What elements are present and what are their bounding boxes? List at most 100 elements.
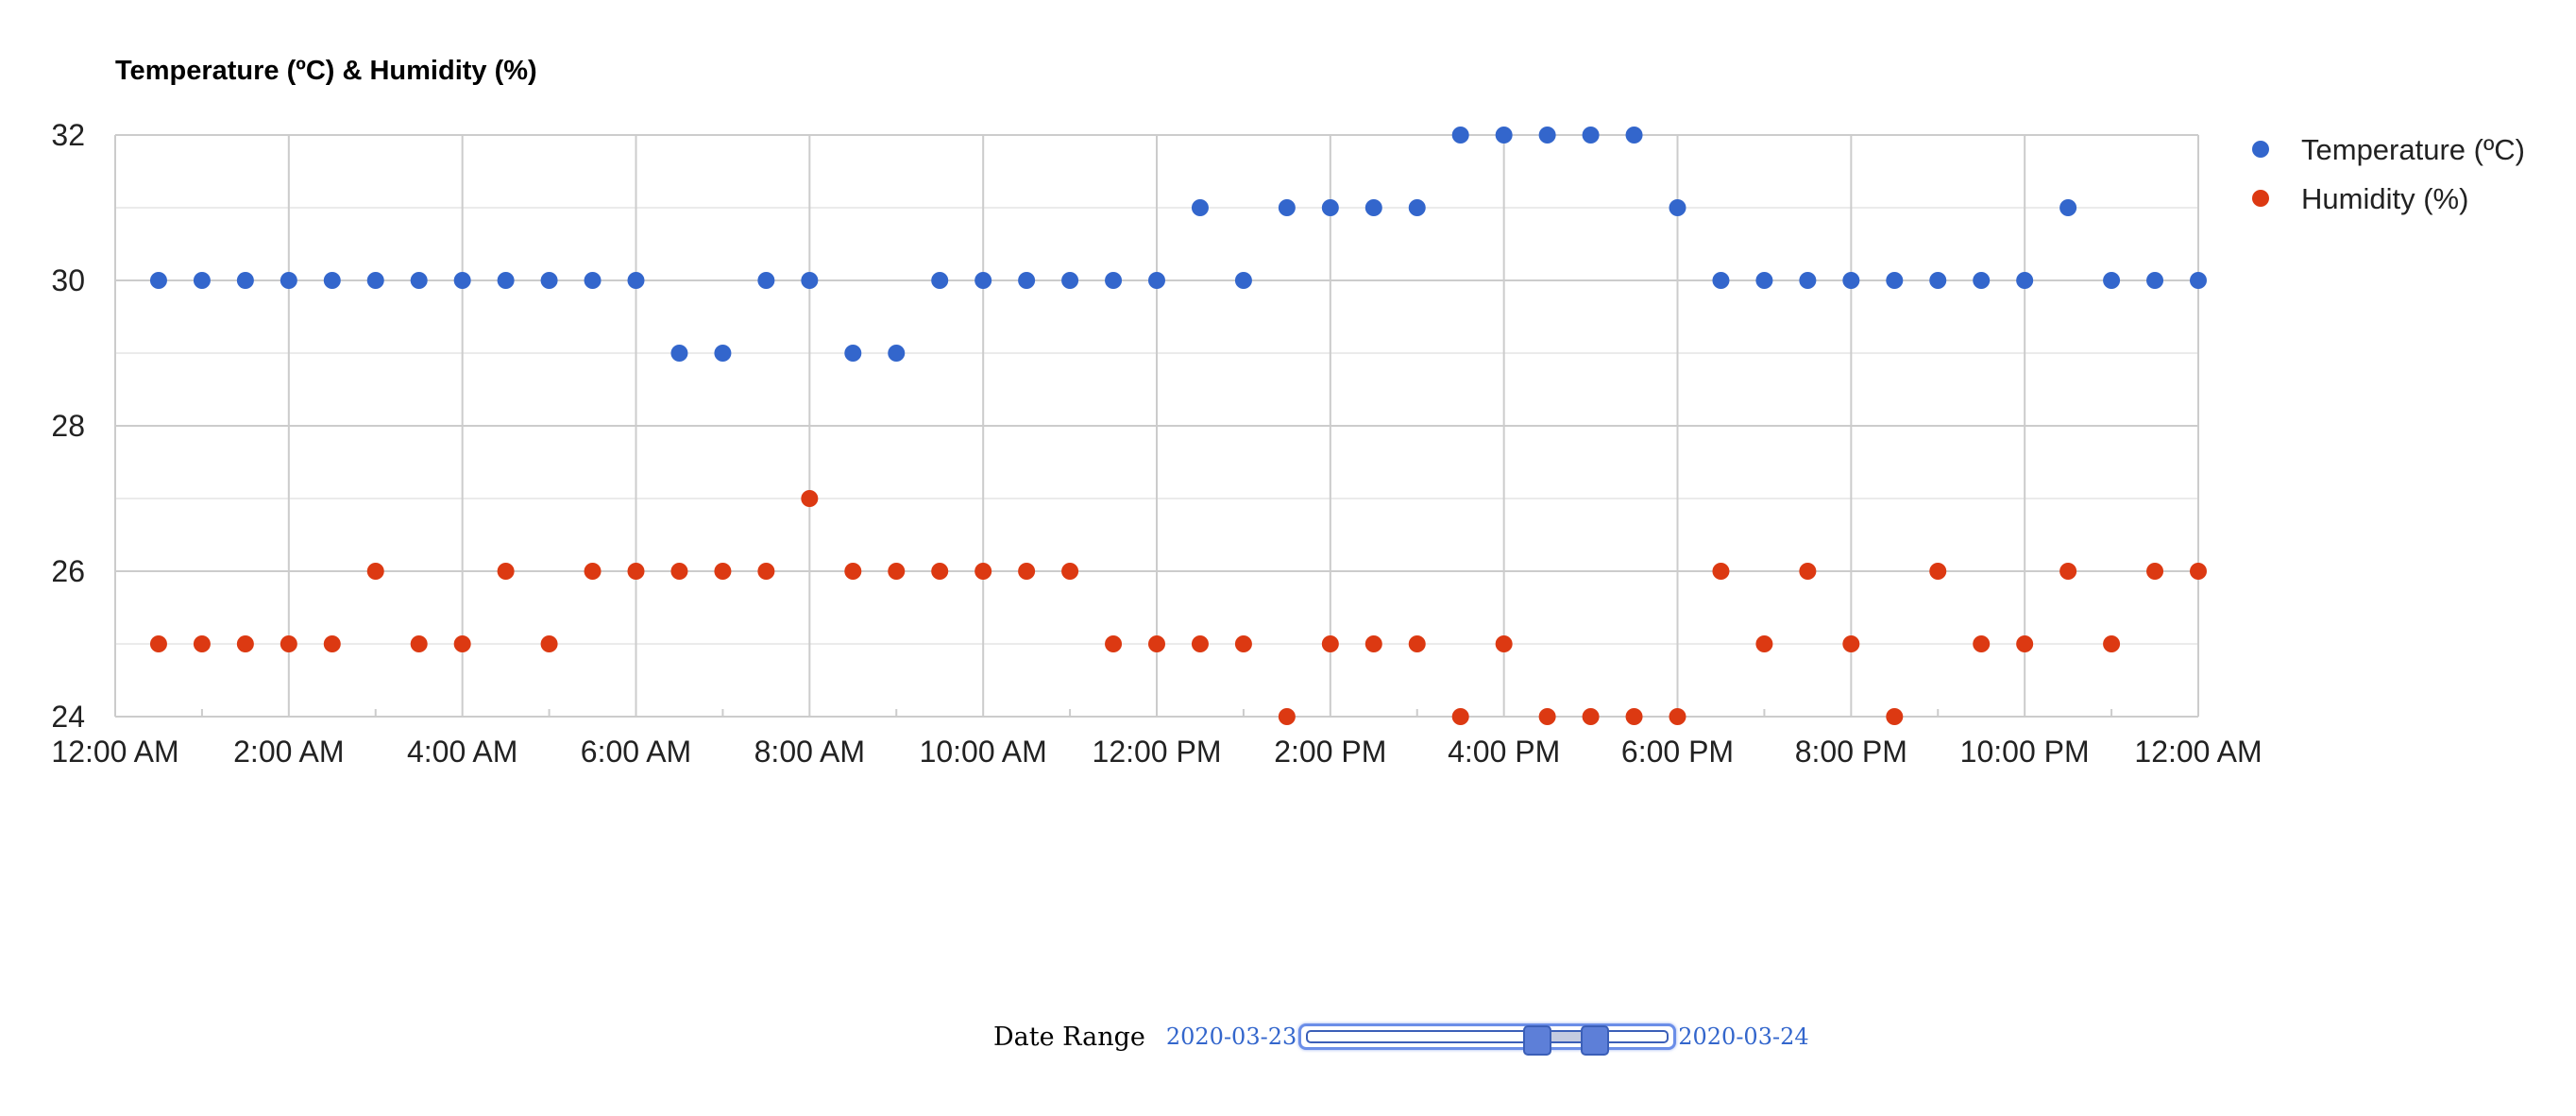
data-point[interactable] xyxy=(1234,635,1252,652)
data-point[interactable] xyxy=(627,563,645,580)
data-point[interactable] xyxy=(627,272,645,289)
date-range-slider[interactable] xyxy=(1298,1023,1677,1056)
data-point[interactable] xyxy=(540,272,558,289)
data-point[interactable] xyxy=(1973,272,1991,289)
data-point[interactable] xyxy=(1495,127,1513,144)
data-point[interactable] xyxy=(757,272,775,289)
data-point[interactable] xyxy=(931,563,949,580)
data-point[interactable] xyxy=(1625,127,1643,144)
data-point[interactable] xyxy=(1669,708,1686,725)
data-point[interactable] xyxy=(193,272,211,289)
data-point[interactable] xyxy=(1364,635,1382,652)
slider-selected-range xyxy=(1537,1032,1596,1041)
data-point[interactable] xyxy=(1105,272,1123,289)
data-point[interactable] xyxy=(1582,127,1600,144)
data-point[interactable] xyxy=(1018,563,1036,580)
data-point[interactable] xyxy=(497,563,515,580)
data-point[interactable] xyxy=(1973,635,1991,652)
data-point[interactable] xyxy=(757,563,775,580)
data-point[interactable] xyxy=(888,563,906,580)
data-point[interactable] xyxy=(1842,635,1860,652)
data-point[interactable] xyxy=(2016,635,2034,652)
data-point[interactable] xyxy=(1755,635,1773,652)
data-point[interactable] xyxy=(1191,199,1209,216)
data-point[interactable] xyxy=(1886,272,1904,289)
data-point[interactable] xyxy=(410,272,428,289)
data-point[interactable] xyxy=(584,272,602,289)
data-point[interactable] xyxy=(714,563,732,580)
data-point[interactable] xyxy=(1625,708,1643,725)
data-point[interactable] xyxy=(1929,563,1947,580)
data-point[interactable] xyxy=(974,563,992,580)
data-point[interactable] xyxy=(584,563,602,580)
data-point[interactable] xyxy=(1451,127,1469,144)
data-point[interactable] xyxy=(323,635,341,652)
data-point[interactable] xyxy=(1148,635,1165,652)
data-point[interactable] xyxy=(2190,563,2207,580)
data-point[interactable] xyxy=(323,272,341,289)
data-point[interactable] xyxy=(193,635,211,652)
data-point[interactable] xyxy=(801,490,819,507)
data-point[interactable] xyxy=(2059,199,2077,216)
slider-thumb-start[interactable] xyxy=(1523,1025,1552,1056)
data-point[interactable] xyxy=(1364,199,1382,216)
data-point[interactable] xyxy=(1061,272,1079,289)
data-point[interactable] xyxy=(1148,272,1165,289)
data-point[interactable] xyxy=(1712,272,1730,289)
data-point[interactable] xyxy=(236,635,254,652)
data-point[interactable] xyxy=(1712,563,1730,580)
data-point[interactable] xyxy=(1018,272,1036,289)
data-point[interactable] xyxy=(1669,199,1686,216)
data-point[interactable] xyxy=(453,272,471,289)
data-point[interactable] xyxy=(2103,272,2121,289)
data-point[interactable] xyxy=(2146,563,2164,580)
data-point[interactable] xyxy=(2059,563,2077,580)
data-point[interactable] xyxy=(1538,127,1556,144)
data-point[interactable] xyxy=(1408,635,1426,652)
data-point[interactable] xyxy=(888,345,906,362)
data-point[interactable] xyxy=(1538,708,1556,725)
data-point[interactable] xyxy=(1408,199,1426,216)
data-point[interactable] xyxy=(453,635,471,652)
data-point[interactable] xyxy=(670,563,688,580)
data-point[interactable] xyxy=(844,563,862,580)
data-point[interactable] xyxy=(1582,708,1600,725)
data-point[interactable] xyxy=(1755,272,1773,289)
data-point[interactable] xyxy=(1799,563,1817,580)
data-point[interactable] xyxy=(801,272,819,289)
data-point[interactable] xyxy=(149,635,167,652)
data-point[interactable] xyxy=(1451,708,1469,725)
data-point[interactable] xyxy=(2190,272,2207,289)
data-point[interactable] xyxy=(1061,563,1079,580)
data-point[interactable] xyxy=(974,272,992,289)
data-point[interactable] xyxy=(2016,272,2034,289)
data-point[interactable] xyxy=(149,272,167,289)
data-point[interactable] xyxy=(1105,635,1123,652)
data-point[interactable] xyxy=(714,345,732,362)
data-point[interactable] xyxy=(1321,635,1339,652)
data-point[interactable] xyxy=(670,345,688,362)
data-point[interactable] xyxy=(1842,272,1860,289)
slider-thumb-end[interactable] xyxy=(1581,1025,1610,1056)
data-point[interactable] xyxy=(1234,272,1252,289)
data-point[interactable] xyxy=(280,635,297,652)
data-point[interactable] xyxy=(1495,635,1513,652)
data-point[interactable] xyxy=(1799,272,1817,289)
data-point[interactable] xyxy=(366,272,384,289)
data-point[interactable] xyxy=(1278,708,1296,725)
data-point[interactable] xyxy=(1278,199,1296,216)
data-point[interactable] xyxy=(1191,635,1209,652)
data-point[interactable] xyxy=(540,635,558,652)
data-point[interactable] xyxy=(366,563,384,580)
data-point[interactable] xyxy=(236,272,254,289)
data-point[interactable] xyxy=(2103,635,2121,652)
data-point[interactable] xyxy=(844,345,862,362)
data-point[interactable] xyxy=(931,272,949,289)
data-point[interactable] xyxy=(497,272,515,289)
data-point[interactable] xyxy=(2146,272,2164,289)
data-point[interactable] xyxy=(1886,708,1904,725)
data-point[interactable] xyxy=(410,635,428,652)
data-point[interactable] xyxy=(1929,272,1947,289)
data-point[interactable] xyxy=(1321,199,1339,216)
data-point[interactable] xyxy=(280,272,297,289)
